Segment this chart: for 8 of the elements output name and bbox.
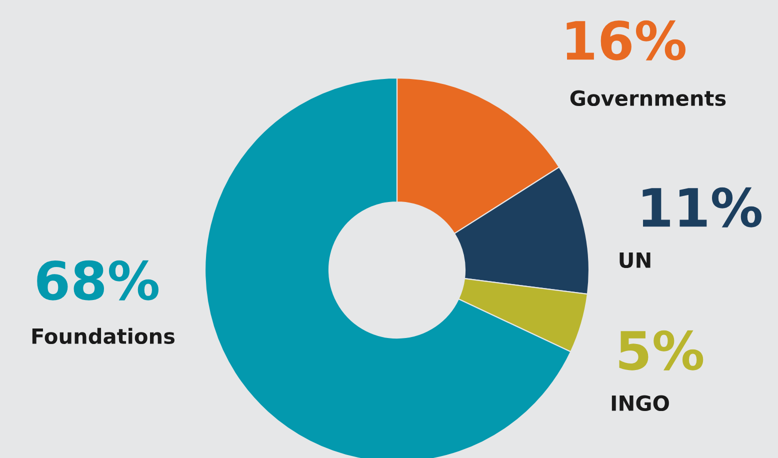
data-label: 5%: [619, 330, 704, 370]
slice-label: INGO: [612, 395, 669, 412]
data-label: 11%: [642, 187, 762, 228]
data-label: 68%: [37, 260, 158, 300]
slice-label: UN: [620, 252, 650, 268]
data-label: 16%: [566, 20, 686, 60]
slice-label: Foundations: [32, 328, 175, 344]
slice-label: Governments: [570, 90, 726, 106]
